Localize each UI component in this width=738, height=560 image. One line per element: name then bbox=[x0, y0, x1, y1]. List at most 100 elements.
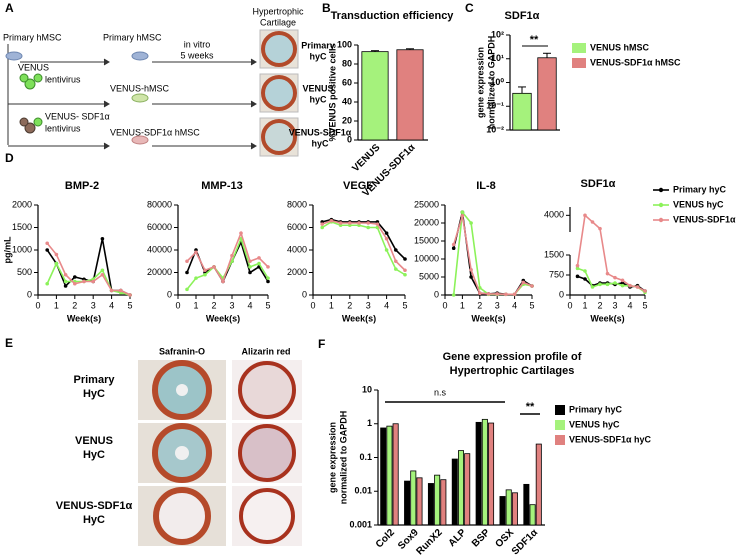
x-axis-label: Week(s) bbox=[206, 313, 240, 323]
y-axis-label: gene expression bbox=[327, 422, 337, 493]
annotation: ** bbox=[526, 401, 535, 413]
y-tick-label: 20000 bbox=[147, 267, 172, 277]
y-tick-label: 0 bbox=[302, 289, 307, 299]
point bbox=[257, 256, 261, 260]
series-line bbox=[46, 238, 131, 296]
chart-title: SDF1α bbox=[505, 10, 540, 22]
point bbox=[530, 284, 534, 288]
point bbox=[203, 268, 207, 273]
point bbox=[212, 265, 216, 269]
point bbox=[185, 270, 189, 275]
bar bbox=[410, 470, 417, 526]
y-tick-label: 100 bbox=[337, 39, 352, 49]
vector: lentivirus bbox=[45, 123, 81, 133]
point bbox=[451, 242, 456, 247]
x-tick-label: VENUS bbox=[350, 142, 382, 174]
y-tick-label: 1 bbox=[367, 418, 372, 428]
point bbox=[248, 270, 252, 275]
point bbox=[403, 268, 407, 273]
point bbox=[91, 279, 95, 284]
cells: VENUS-SDF1α hMSC bbox=[110, 127, 200, 137]
y-tick-label: 20 bbox=[342, 115, 352, 125]
product: hyC bbox=[309, 51, 327, 61]
x-tick-label: 3 bbox=[91, 300, 96, 310]
series-line bbox=[321, 220, 406, 276]
y-tick-label: 500 bbox=[17, 267, 32, 277]
y-tick-label: 0 bbox=[559, 289, 564, 299]
point bbox=[478, 291, 482, 296]
x-tick-label: ALP bbox=[447, 527, 469, 549]
series-line bbox=[186, 239, 269, 284]
point bbox=[486, 292, 491, 296]
legend-label: Primary hyC bbox=[673, 184, 727, 194]
point bbox=[628, 283, 632, 288]
point bbox=[63, 284, 68, 288]
vector: VENUS bbox=[18, 62, 49, 72]
point bbox=[575, 274, 580, 279]
legend-label: VENUS hyC bbox=[673, 199, 724, 209]
series-line bbox=[452, 212, 533, 296]
point bbox=[451, 293, 456, 297]
legend-label: VENUS-SDF1α hMSC bbox=[590, 57, 681, 67]
point bbox=[605, 271, 610, 276]
point bbox=[73, 281, 77, 286]
point bbox=[403, 272, 407, 277]
point bbox=[590, 220, 595, 224]
row-label: HyC bbox=[83, 388, 105, 400]
x-tick-label: 4 bbox=[627, 300, 632, 310]
y-tick-label: 10⁰ bbox=[490, 77, 504, 87]
chart-title: Transduction efficiency bbox=[331, 10, 455, 22]
vector: VENUS- SDF1α bbox=[45, 111, 110, 121]
point bbox=[605, 282, 610, 287]
point bbox=[451, 246, 456, 250]
bar bbox=[416, 477, 423, 526]
panel-label: C bbox=[465, 1, 474, 15]
point bbox=[598, 226, 602, 231]
x-tick-label: 0 bbox=[35, 300, 40, 310]
point bbox=[329, 218, 334, 223]
bar bbox=[535, 443, 542, 526]
x-axis-label: Week(s) bbox=[471, 313, 505, 323]
point bbox=[357, 221, 361, 225]
y-tick-label: 6000 bbox=[287, 222, 307, 232]
y-tick-label: 0 bbox=[27, 289, 32, 299]
bar bbox=[475, 421, 482, 526]
point bbox=[394, 248, 398, 252]
row-label: VENUS bbox=[75, 435, 113, 447]
x-tick-label: Col2 bbox=[374, 527, 397, 550]
y-tick-label: 0.001 bbox=[349, 519, 372, 529]
x-tick-label: RunX2 bbox=[414, 527, 444, 557]
y-tick-label: 10⁻¹ bbox=[486, 101, 504, 111]
point bbox=[384, 248, 389, 252]
bar bbox=[505, 489, 512, 526]
bar bbox=[451, 458, 458, 526]
y-tick-label: 750 bbox=[549, 269, 564, 279]
point bbox=[469, 221, 473, 225]
point bbox=[119, 288, 123, 293]
legend-label: VENUS-SDF1α hyC bbox=[673, 214, 738, 224]
point bbox=[590, 285, 595, 289]
point bbox=[100, 268, 105, 273]
bar bbox=[529, 504, 536, 526]
histology-images bbox=[138, 360, 302, 546]
annotation: n.s bbox=[434, 387, 447, 397]
point bbox=[613, 275, 617, 280]
point bbox=[384, 236, 389, 241]
point bbox=[185, 287, 189, 292]
y-tick-label: 25000 bbox=[414, 199, 439, 209]
y-tick-label: 0.01 bbox=[354, 486, 372, 496]
x-tick-label: 1 bbox=[54, 300, 59, 310]
x-tick-label: 3 bbox=[495, 300, 500, 310]
point bbox=[320, 222, 325, 226]
point bbox=[203, 272, 207, 277]
point bbox=[338, 221, 343, 225]
point bbox=[320, 225, 325, 230]
series-line bbox=[452, 210, 533, 296]
point bbox=[495, 292, 500, 296]
point bbox=[583, 277, 587, 281]
row-label: HyC bbox=[83, 514, 105, 526]
x-tick-label: 1 bbox=[460, 300, 465, 310]
point bbox=[230, 253, 234, 258]
point bbox=[366, 225, 371, 230]
